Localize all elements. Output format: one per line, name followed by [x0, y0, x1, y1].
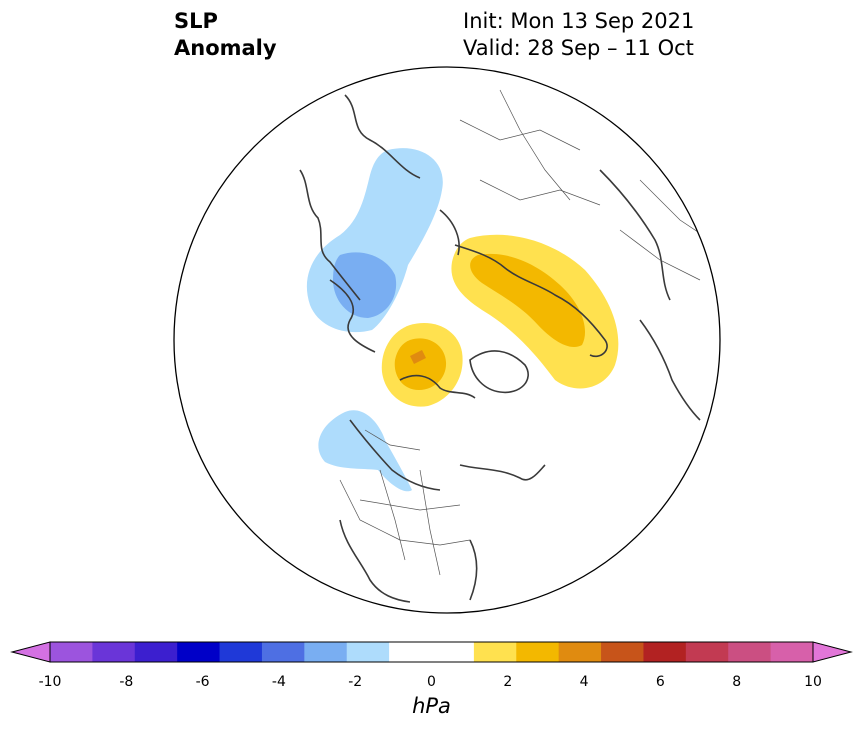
colorbar-tick-label: -2	[348, 674, 363, 690]
globe-boundary	[173, 66, 721, 614]
colorbar-tick-label: 0	[427, 674, 436, 690]
colorbar-segment	[601, 642, 644, 662]
coastlines	[299, 94, 701, 603]
colorbar-tick-label: 2	[503, 674, 513, 690]
colorbar	[10, 641, 853, 663]
colorbar-tick-label: 4	[579, 674, 589, 690]
colorbar-tick-label: -10	[38, 674, 62, 690]
colorbar-segment	[770, 642, 814, 662]
colorbar-segment	[134, 642, 178, 662]
colorbar-segment	[50, 642, 93, 662]
forecast-dates: Init: Mon 13 Sep 2021 Valid: 28 Sep – 11…	[463, 8, 694, 62]
positive-anomaly-canadian-arctic-max	[410, 350, 426, 364]
negative-anomaly-central-europe	[333, 252, 397, 318]
colorbar-segment	[685, 642, 729, 662]
colorbar-extend-low	[10, 641, 51, 663]
title-line-2: Anomaly	[174, 36, 277, 60]
colorbar-segment	[643, 642, 687, 662]
colorbar-tick-label: 6	[655, 674, 665, 690]
colorbar-segment	[304, 642, 348, 662]
colorbar-extend-high	[812, 641, 853, 663]
map-title: SLP Anomaly	[174, 8, 277, 62]
colorbar-outline	[49, 641, 814, 663]
colorbar-segment	[177, 642, 221, 662]
valid-dates: Valid: 28 Sep – 11 Oct	[463, 36, 694, 60]
negative-anomaly-north-pacific	[318, 410, 412, 492]
colorbar-segment	[261, 642, 305, 662]
colorbar-segment	[219, 642, 263, 662]
colorbar-segment	[346, 642, 390, 662]
colorbar-units: hPa	[412, 694, 451, 718]
colorbar-tick-label: -8	[119, 674, 134, 690]
colorbar-segment	[431, 642, 475, 662]
colorbar-segment	[516, 642, 560, 662]
title-line-1: SLP	[174, 9, 218, 33]
colorbar-tick-label: -6	[195, 674, 210, 690]
colorbar-segment	[92, 642, 136, 662]
colorbar-segment	[389, 642, 432, 662]
colorbar-segment	[558, 642, 602, 662]
init-date: Init: Mon 13 Sep 2021	[463, 9, 695, 33]
colorbar-tick-label: 8	[732, 674, 742, 690]
colorbar-tick-label: -4	[271, 674, 286, 690]
positive-anomaly-central-siberia	[470, 253, 586, 348]
colorbar-segment	[473, 642, 517, 662]
colorbar-tick-label: 10	[804, 674, 822, 690]
colorbar-segment	[728, 642, 772, 662]
